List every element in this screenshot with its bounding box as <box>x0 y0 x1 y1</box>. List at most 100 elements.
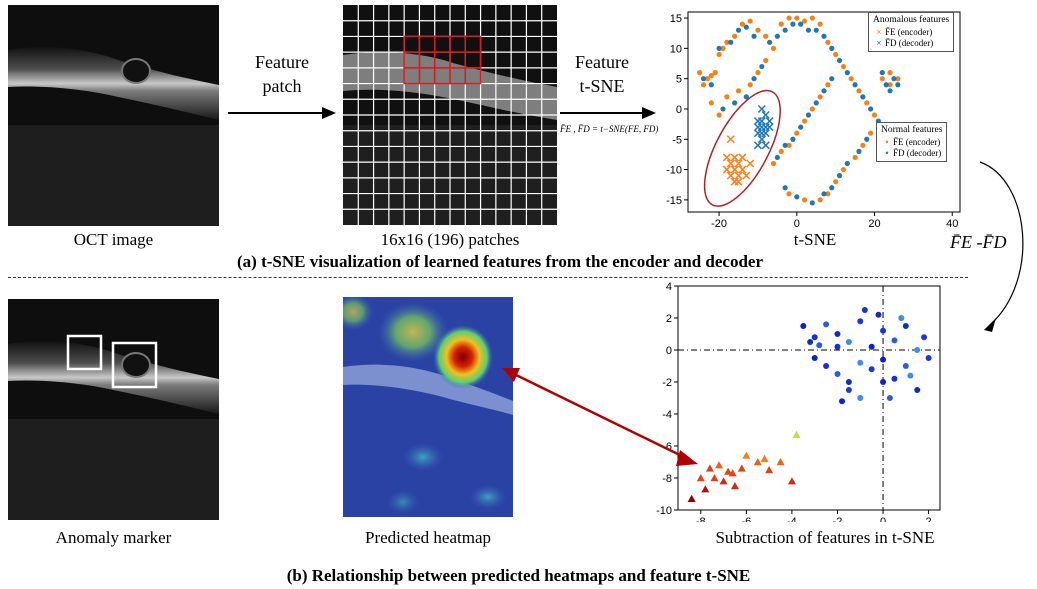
scatter-point <box>751 33 757 39</box>
y-tick-label: 10 <box>670 43 682 55</box>
scatter-point <box>743 94 749 100</box>
legend-normal-encoder-label: F̄E (encoder) <box>893 137 941 147</box>
y-tick-label: -2 <box>662 377 672 389</box>
legend-normal-decoder: • F̄D (decoder) <box>881 148 942 159</box>
scatter-point <box>794 15 800 21</box>
scatter-point <box>697 70 703 76</box>
scatter-point <box>720 106 726 112</box>
scatter-point <box>761 110 770 120</box>
y-tick-label: 5 <box>676 74 682 86</box>
scatter-point <box>895 76 901 82</box>
scatter-point <box>834 343 841 350</box>
scatter-point <box>732 100 738 106</box>
scatter-point <box>786 191 792 197</box>
scatter-point <box>861 307 868 313</box>
scatter-point <box>755 70 761 76</box>
x-tick-label: -2 <box>833 516 843 522</box>
scatter-point <box>753 458 762 466</box>
scatter-point <box>856 148 862 154</box>
scatter-point <box>737 464 746 472</box>
scatter-point <box>880 327 887 334</box>
scatter-point <box>719 477 728 485</box>
scatter-point <box>747 82 753 88</box>
scatter-point <box>720 45 726 51</box>
scatter-point <box>760 454 769 462</box>
scatter-point <box>857 318 864 325</box>
scatter-point <box>798 21 804 27</box>
scatter-point <box>880 356 887 363</box>
y-tick-label: -8 <box>662 473 672 485</box>
scatter-point <box>840 63 847 70</box>
scatter-point <box>726 159 735 168</box>
scatter-point <box>821 88 827 94</box>
legend-anomalous: Anomalous features × F̄E (encoder) × F̄D (… <box>868 12 955 52</box>
patches-image <box>343 5 557 225</box>
scatter-point <box>805 27 812 33</box>
legend-anomalous-encoder-label: F̄E (encoder) <box>885 27 933 37</box>
x-tick-label: -8 <box>696 516 706 522</box>
scatter-point <box>879 70 885 76</box>
scatter-point <box>708 73 714 79</box>
scatter-point <box>907 372 914 379</box>
scatter-point <box>813 27 819 33</box>
scatter-point <box>857 395 864 401</box>
scatter-point <box>864 100 870 106</box>
x-tick-label: 0 <box>880 516 886 522</box>
scatter-point <box>811 355 818 361</box>
scatter-point <box>834 371 841 377</box>
scatter-point <box>742 451 751 459</box>
scatter-point <box>786 142 792 148</box>
scatter-point <box>868 366 875 373</box>
x-marker-icon: × <box>876 38 882 48</box>
section-a-title: (a) t-SNE visualization of learned featu… <box>237 252 763 271</box>
scatter-point <box>836 173 843 179</box>
scatter-point <box>809 15 815 21</box>
scatter-point <box>747 18 753 24</box>
scatter-point <box>811 334 818 341</box>
y-tick-label: -5 <box>672 134 682 146</box>
scatter-point <box>712 70 718 76</box>
scatter-point <box>794 130 800 136</box>
anomaly-marker-image <box>8 299 219 520</box>
y-tick-label: 15 <box>670 13 682 25</box>
arrow2-label-line2: t-SNE <box>579 76 625 96</box>
scatter-point <box>765 466 774 474</box>
scatter-point <box>742 171 751 180</box>
scatter-point <box>738 153 747 162</box>
scatter-point <box>704 76 711 82</box>
x-tick-label: 40 <box>946 218 958 230</box>
scatter-point <box>879 76 885 82</box>
scatter-point <box>801 118 808 124</box>
scatter-point <box>716 112 722 118</box>
scatter-point <box>821 191 827 197</box>
scatter-point <box>868 130 874 136</box>
scatter-point <box>914 347 921 353</box>
scatter-point <box>716 51 722 58</box>
scatter-point <box>724 94 730 100</box>
anomaly-marker-drawing <box>8 299 219 520</box>
scatter-point <box>715 461 724 469</box>
tsne-formula: F̄E , F̄D = t−SNE(FE, FD) <box>560 124 659 134</box>
scatter-point <box>891 337 898 344</box>
legend-anomalous-title: Anomalous features <box>873 15 950 25</box>
scatter-point <box>833 51 839 58</box>
scatter-point <box>902 363 909 369</box>
scatter-point <box>809 200 815 206</box>
scatter-point <box>728 39 734 45</box>
scatter-point <box>732 33 738 39</box>
scatter-point <box>776 458 785 466</box>
marker-box-large <box>111 341 158 389</box>
scatter-point <box>757 104 766 114</box>
arrow-right-1 <box>228 107 336 119</box>
scatter-point <box>759 63 765 70</box>
scatter-point <box>805 112 812 118</box>
legend-anomalous-decoder: × F̄D (decoder) <box>873 38 949 49</box>
scatter-point <box>708 82 714 88</box>
scatter-point <box>914 387 921 393</box>
y-tick-label: -10 <box>656 505 672 517</box>
scatter-point <box>823 363 830 369</box>
scatter-point <box>722 165 731 174</box>
anomaly-ellipse <box>703 89 781 207</box>
scatter-point <box>739 21 745 27</box>
y-tick-label: -6 <box>662 441 672 453</box>
